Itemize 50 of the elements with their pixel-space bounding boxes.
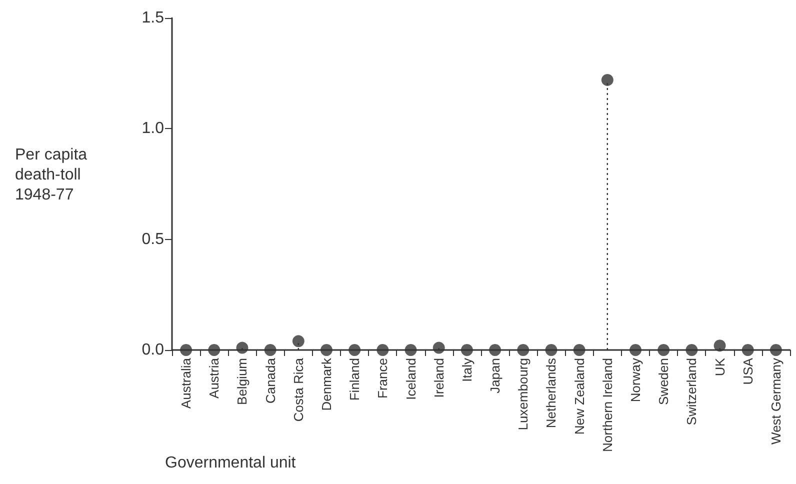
x-axis-title: Governmental unit bbox=[165, 454, 296, 472]
point bbox=[236, 342, 248, 354]
x-tick-label: Austria bbox=[206, 357, 222, 398]
point bbox=[658, 344, 670, 356]
x-tick-label: Japan bbox=[488, 358, 503, 394]
point bbox=[320, 344, 332, 356]
x-tick-label: New Zealand bbox=[572, 358, 587, 435]
x-tick-label: Denmark bbox=[319, 358, 334, 411]
point bbox=[714, 340, 726, 352]
point bbox=[601, 74, 614, 86]
x-tick-label: UK bbox=[712, 358, 728, 376]
x-tick-label: Australia bbox=[178, 357, 194, 409]
x-tick-label: Italy bbox=[459, 358, 474, 382]
point bbox=[348, 344, 361, 356]
point bbox=[686, 344, 698, 356]
point bbox=[376, 344, 389, 356]
point bbox=[630, 344, 642, 356]
y-axis-title: Per capita death-toll 1948-77 bbox=[15, 146, 88, 204]
point bbox=[545, 344, 558, 356]
x-tick-label: Costa Rica bbox=[290, 357, 306, 422]
point bbox=[292, 335, 304, 348]
x-tick-label: Switzerland bbox=[684, 358, 700, 426]
x-tick-label: West Germany bbox=[768, 358, 784, 444]
x-tick-label: France bbox=[375, 358, 390, 398]
point bbox=[208, 344, 220, 356]
x-tick-label: Iceland bbox=[403, 358, 418, 400]
x-tick-label: Finland bbox=[347, 358, 362, 401]
point bbox=[432, 342, 445, 354]
y-tick-label: 1.5 bbox=[142, 10, 164, 26]
point bbox=[517, 344, 530, 356]
point bbox=[770, 344, 782, 356]
x-tick-label: Sweden bbox=[656, 358, 672, 405]
point bbox=[742, 344, 754, 356]
x-tick-label: Ireland bbox=[431, 358, 446, 398]
point bbox=[180, 344, 192, 356]
x-tick-label: Luxembourg bbox=[516, 358, 531, 430]
x-tick-label: USA bbox=[740, 358, 756, 385]
point bbox=[573, 344, 586, 356]
x-tick-label: Northern Ireland bbox=[600, 358, 615, 452]
point bbox=[264, 344, 276, 356]
point bbox=[489, 344, 502, 356]
x-tick-label: Norway bbox=[628, 358, 643, 402]
x-tick-label: Canada bbox=[262, 357, 278, 404]
x-tick-label: Netherlands bbox=[544, 358, 559, 428]
point bbox=[404, 344, 417, 356]
point bbox=[460, 344, 473, 356]
y-tick-label: 0.5 bbox=[142, 230, 164, 248]
x-tick-label: Belgium bbox=[234, 358, 250, 405]
y-tick-label: 0.0 bbox=[142, 342, 164, 358]
y-tick-label: 1.0 bbox=[142, 120, 164, 138]
